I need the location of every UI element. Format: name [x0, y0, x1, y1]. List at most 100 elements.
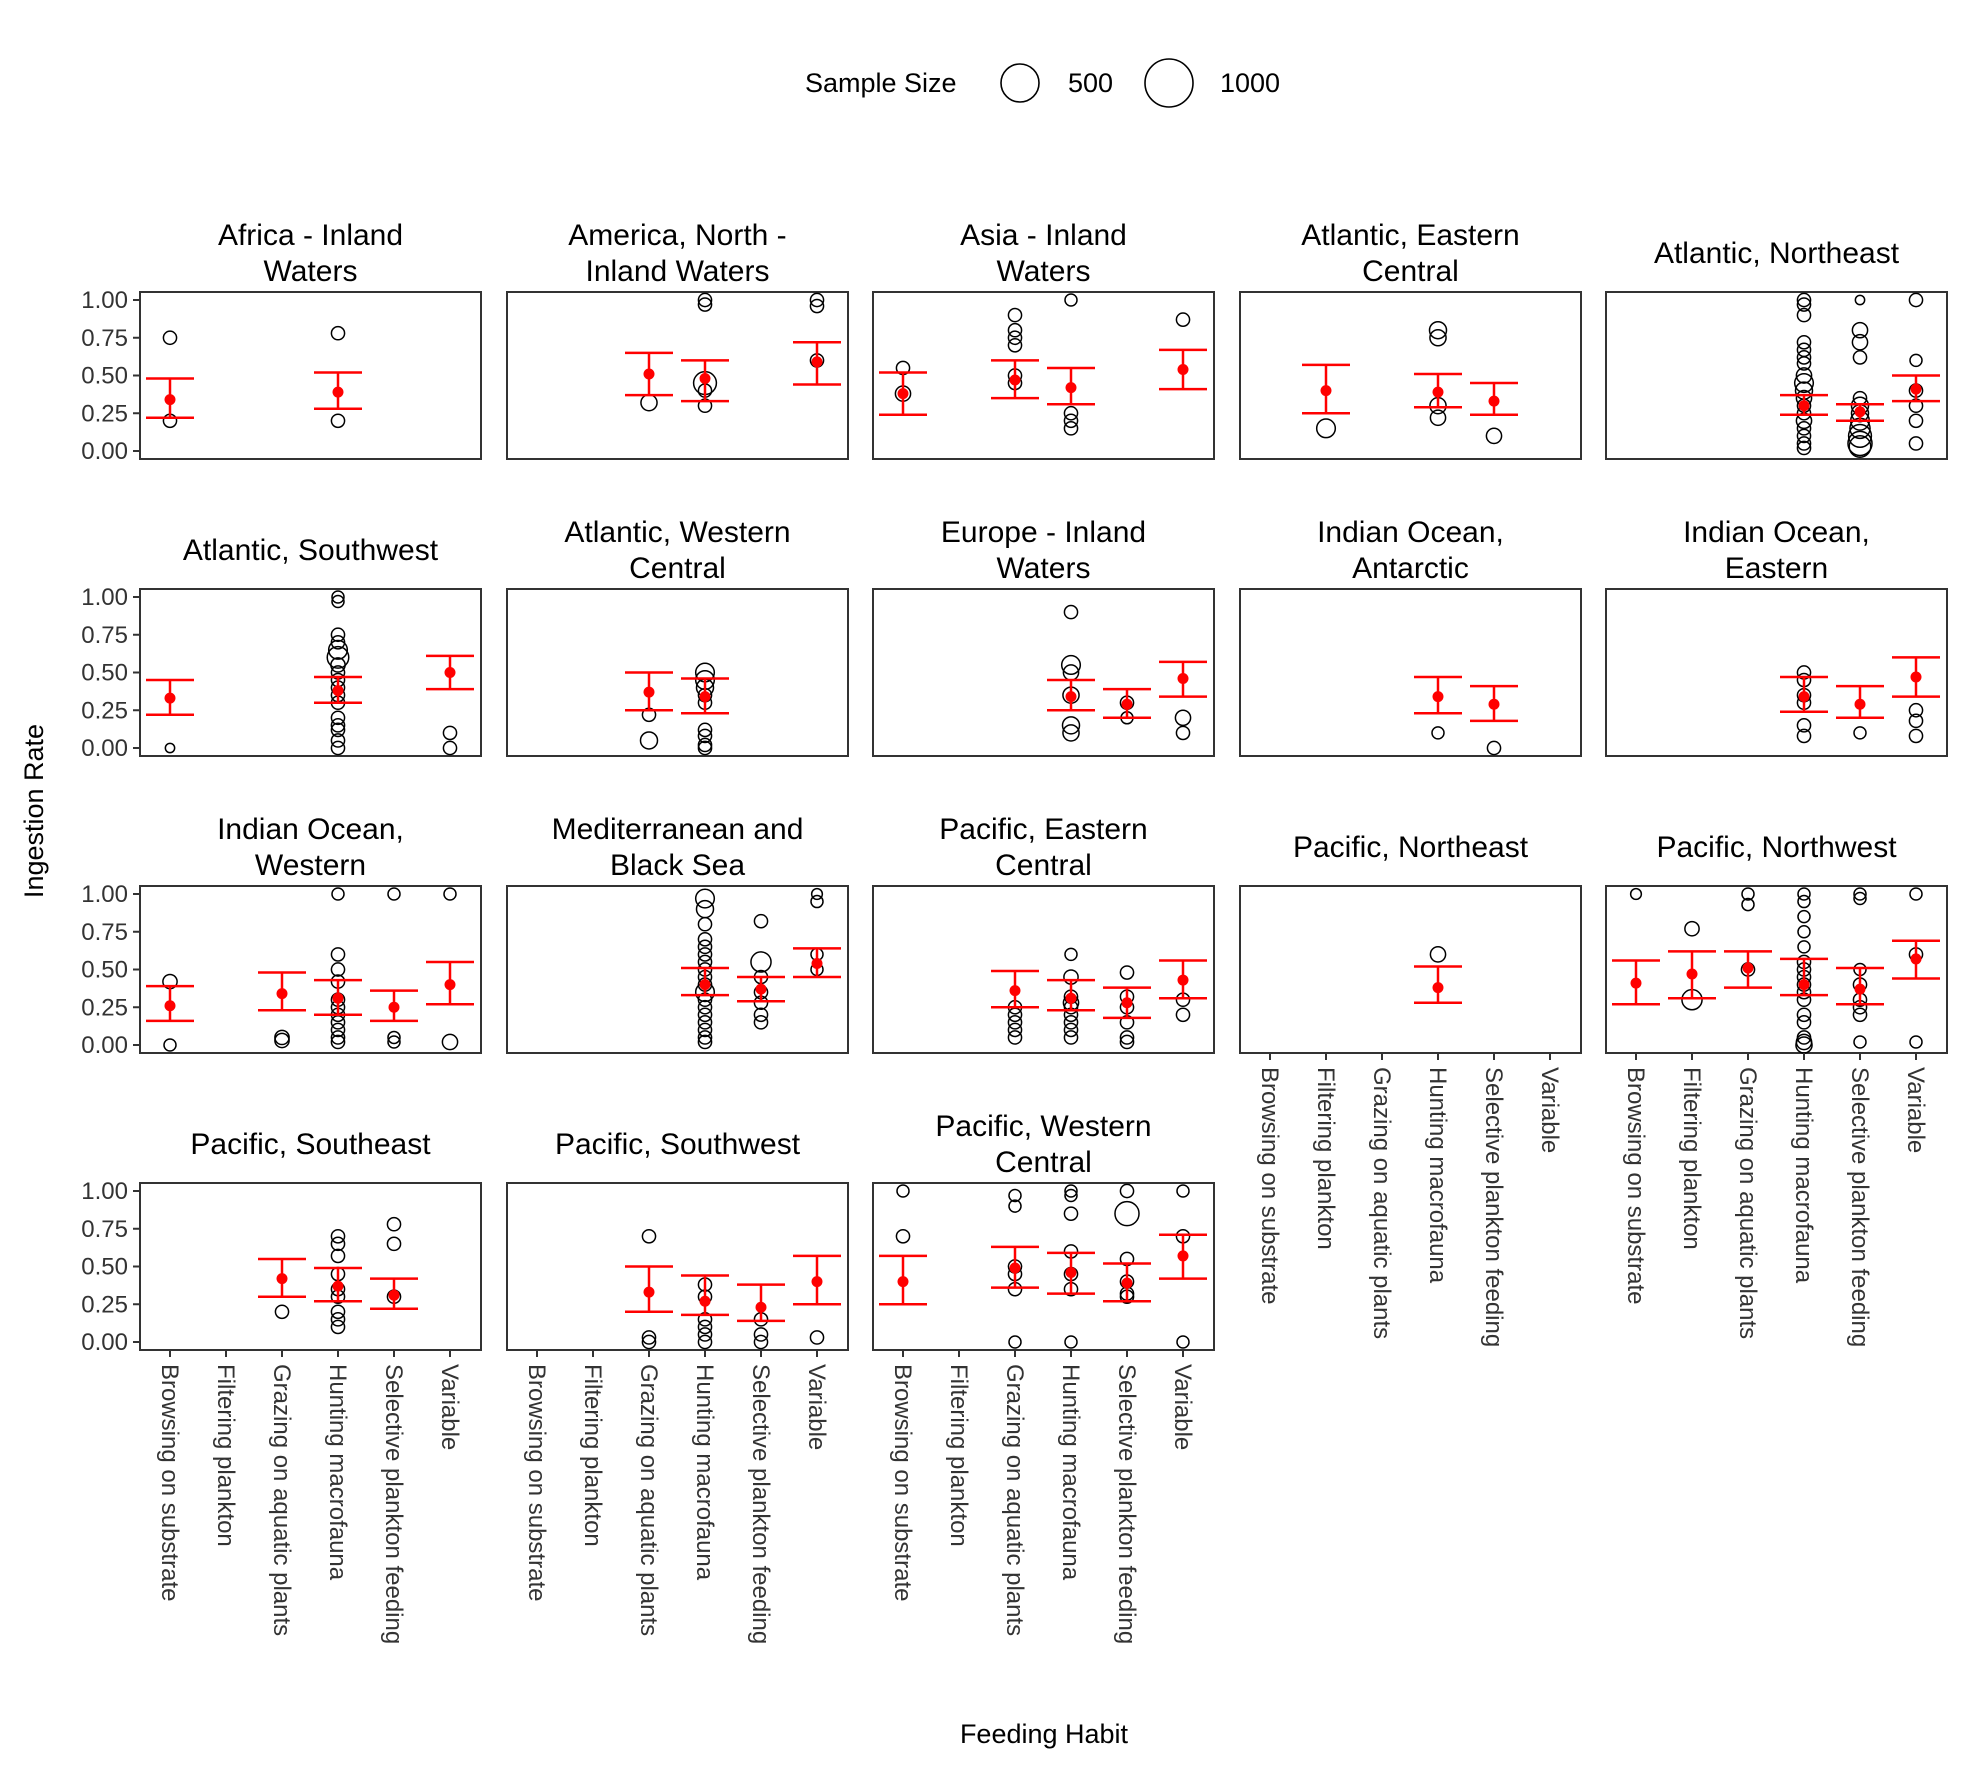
data-point	[753, 913, 769, 929]
data-point	[1741, 897, 1755, 912]
panel-border	[506, 291, 849, 460]
mean-point	[755, 983, 767, 995]
data-point	[1007, 322, 1023, 338]
data-point	[697, 1015, 713, 1030]
mean-point	[332, 685, 344, 697]
x-tick-label: Filtering plankton	[212, 1364, 239, 1547]
mean-point	[755, 1301, 767, 1313]
mean-point	[699, 373, 711, 385]
mean-point	[1742, 962, 1754, 974]
data-point	[1114, 1200, 1140, 1227]
data-point	[1060, 654, 1082, 676]
data-point	[1908, 292, 1924, 308]
legend-size-key-500	[1000, 63, 1040, 103]
panel-border	[872, 885, 1215, 1054]
y-axis-title: Ingestion Rate	[19, 724, 49, 898]
data-point	[1797, 887, 1811, 901]
data-point	[387, 1035, 401, 1049]
data-point	[809, 1330, 825, 1345]
mean-point	[1177, 1250, 1189, 1262]
x-tick-label: Hunting macrofauna	[324, 1364, 351, 1581]
mean-point	[699, 691, 711, 703]
mean-point	[811, 356, 823, 368]
data-point	[1007, 330, 1023, 346]
data-point	[1909, 353, 1923, 368]
data-point	[753, 1327, 769, 1342]
data-point	[1119, 1183, 1135, 1199]
facet-title: Mediterranean and	[552, 813, 804, 846]
mean-point	[1488, 698, 1500, 710]
data-point	[330, 1228, 346, 1244]
x-tick-label: Browsing on substrate	[889, 1364, 916, 1601]
data-point	[1061, 716, 1081, 735]
mean-point	[1177, 363, 1189, 375]
data-point	[330, 1312, 346, 1327]
facet-title: Atlantic, Western	[564, 516, 790, 549]
data-point	[330, 325, 346, 341]
y-tick-label: 0.50	[81, 957, 128, 984]
data-point	[330, 718, 346, 733]
data-point	[1848, 434, 1872, 458]
data-point	[1796, 718, 1812, 733]
mean-point	[1432, 386, 1444, 398]
data-point	[1797, 909, 1811, 924]
x-tick-label: Hunting macrofauna	[1424, 1067, 1451, 1284]
data-point	[1797, 940, 1811, 954]
facet-title: Pacific, Southeast	[190, 1128, 431, 1161]
data-point	[641, 1334, 657, 1350]
data-point	[1007, 1007, 1023, 1023]
data-point	[1796, 1015, 1812, 1030]
mean-point	[643, 368, 655, 380]
data-point	[1851, 333, 1869, 351]
data-point	[694, 888, 716, 909]
y-tick-label: 0.25	[81, 994, 128, 1021]
x-tick-label: Grazing on aquatic plants	[1001, 1364, 1028, 1636]
legend-title: Sample Size	[805, 68, 957, 98]
data-point	[330, 1034, 346, 1050]
mean-point	[897, 388, 909, 400]
data-point	[1063, 1015, 1079, 1030]
data-point	[1176, 1184, 1190, 1198]
mean-point	[1065, 992, 1077, 1004]
data-point	[1629, 887, 1643, 901]
mean-point	[897, 1276, 909, 1288]
facet-panel: Pacific, Northwest Browsing on substrate F…	[1605, 831, 1948, 1347]
data-point	[697, 939, 713, 955]
data-point	[1064, 293, 1078, 307]
mean-point	[1798, 979, 1810, 991]
facet-title: Pacific, Western	[935, 1110, 1151, 1143]
facet-title: Waters	[997, 552, 1091, 585]
x-axis-title: Feeding Habit	[960, 1719, 1129, 1749]
data-point	[641, 1228, 657, 1244]
panel-border	[139, 885, 482, 1054]
y-tick-label: 0.00	[81, 1032, 128, 1059]
data-point	[697, 947, 713, 962]
data-point	[640, 393, 658, 412]
data-point	[697, 1007, 713, 1023]
facet-title: Atlantic, Southwest	[183, 534, 439, 567]
mean-point	[444, 667, 456, 678]
y-tick-label: 0.00	[81, 735, 128, 762]
y-tick-label: 0.25	[81, 1291, 128, 1318]
data-point	[274, 1029, 290, 1046]
mean-point	[1488, 395, 1500, 407]
data-point	[639, 731, 659, 750]
data-point	[1175, 1007, 1191, 1023]
data-point	[810, 887, 824, 901]
data-point	[750, 951, 772, 973]
facet-title: Central	[995, 1146, 1092, 1179]
mean-point	[388, 1289, 400, 1301]
y-tick-label: 1.00	[81, 584, 128, 611]
data-point	[330, 1319, 346, 1335]
panel-border	[872, 291, 1215, 460]
data-point	[330, 962, 346, 977]
facet-title: Pacific, Eastern	[939, 813, 1147, 846]
data-point	[697, 297, 713, 312]
facet-panel: Pacific, Southwest Browsing on substrate F…	[506, 1128, 849, 1644]
data-point	[387, 1030, 401, 1045]
data-point	[330, 1236, 346, 1252]
mean-point	[643, 1286, 655, 1298]
panel-border	[139, 291, 482, 460]
